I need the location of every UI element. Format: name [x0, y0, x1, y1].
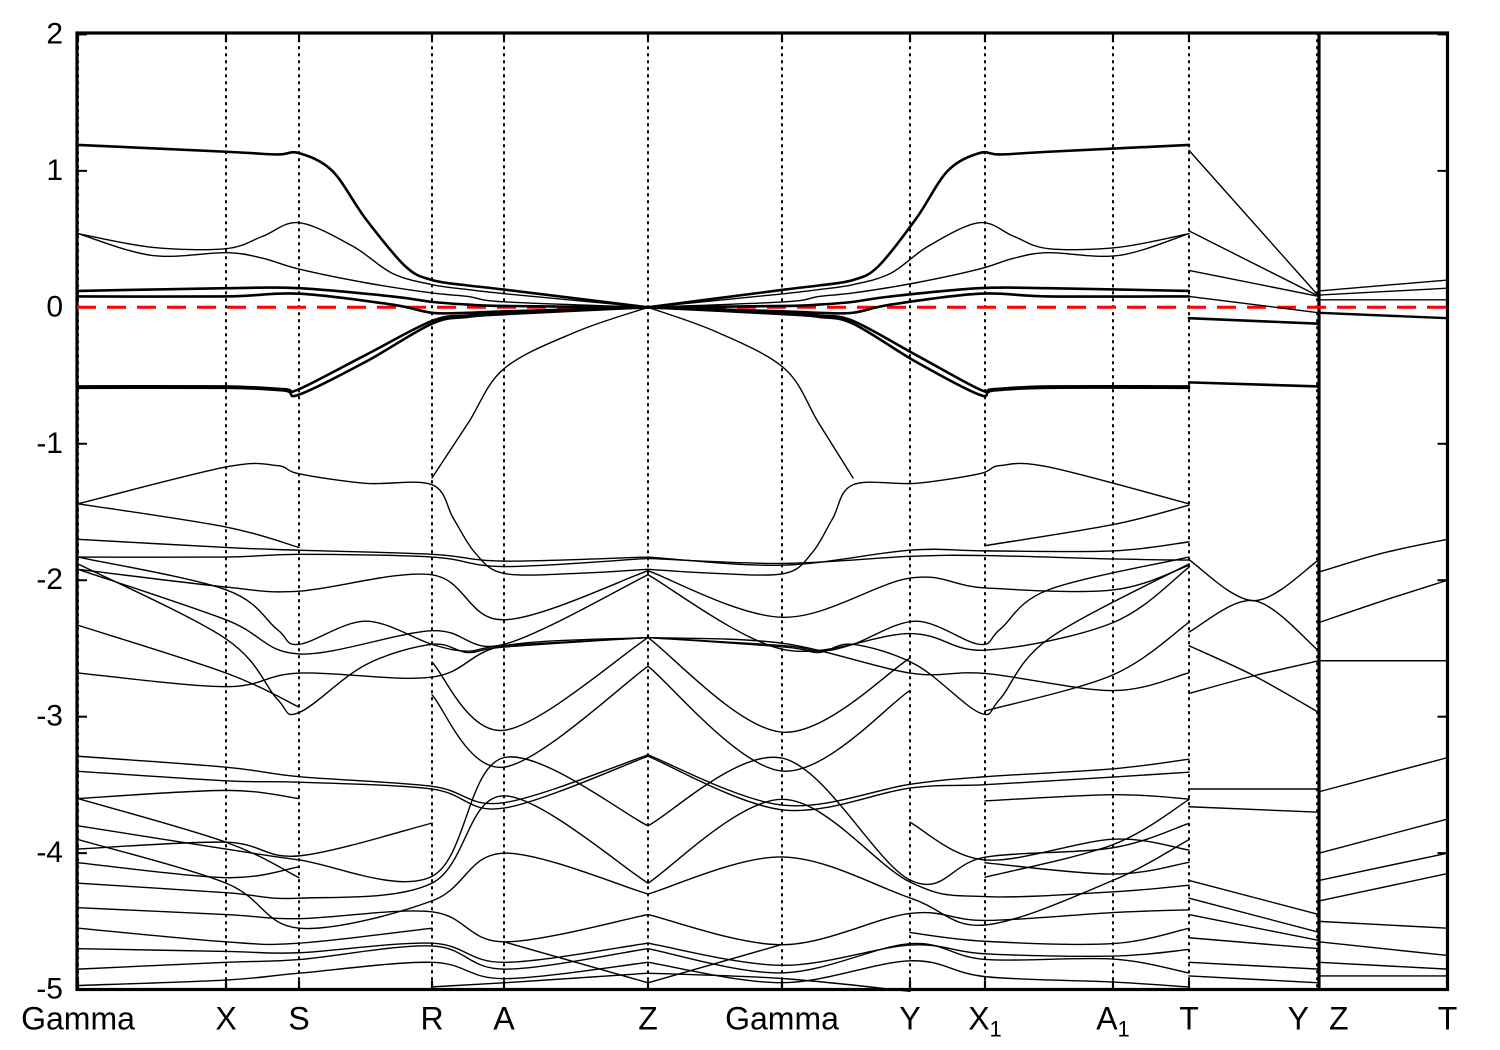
svg-text:Y: Y: [1288, 1001, 1309, 1037]
svg-text:-2: -2: [36, 563, 63, 596]
svg-text:A: A: [493, 1001, 515, 1037]
svg-text:Gamma: Gamma: [21, 1001, 135, 1037]
svg-text:Y: Y: [899, 1001, 920, 1037]
svg-text:Z: Z: [1329, 1001, 1349, 1037]
svg-text:0: 0: [46, 290, 63, 323]
svg-text:X: X: [215, 1001, 236, 1037]
svg-text:Gamma: Gamma: [725, 1001, 839, 1037]
svg-text:R: R: [420, 1001, 443, 1037]
svg-text:1: 1: [46, 154, 63, 187]
svg-text:Z: Z: [638, 1001, 658, 1037]
svg-text:T: T: [1438, 1001, 1458, 1037]
svg-text:-1: -1: [36, 427, 63, 460]
svg-text:S: S: [288, 1001, 309, 1037]
svg-text:2: 2: [46, 17, 63, 50]
svg-text:-4: -4: [36, 836, 63, 869]
svg-text:-3: -3: [36, 700, 63, 733]
svg-text:T: T: [1179, 1001, 1199, 1037]
